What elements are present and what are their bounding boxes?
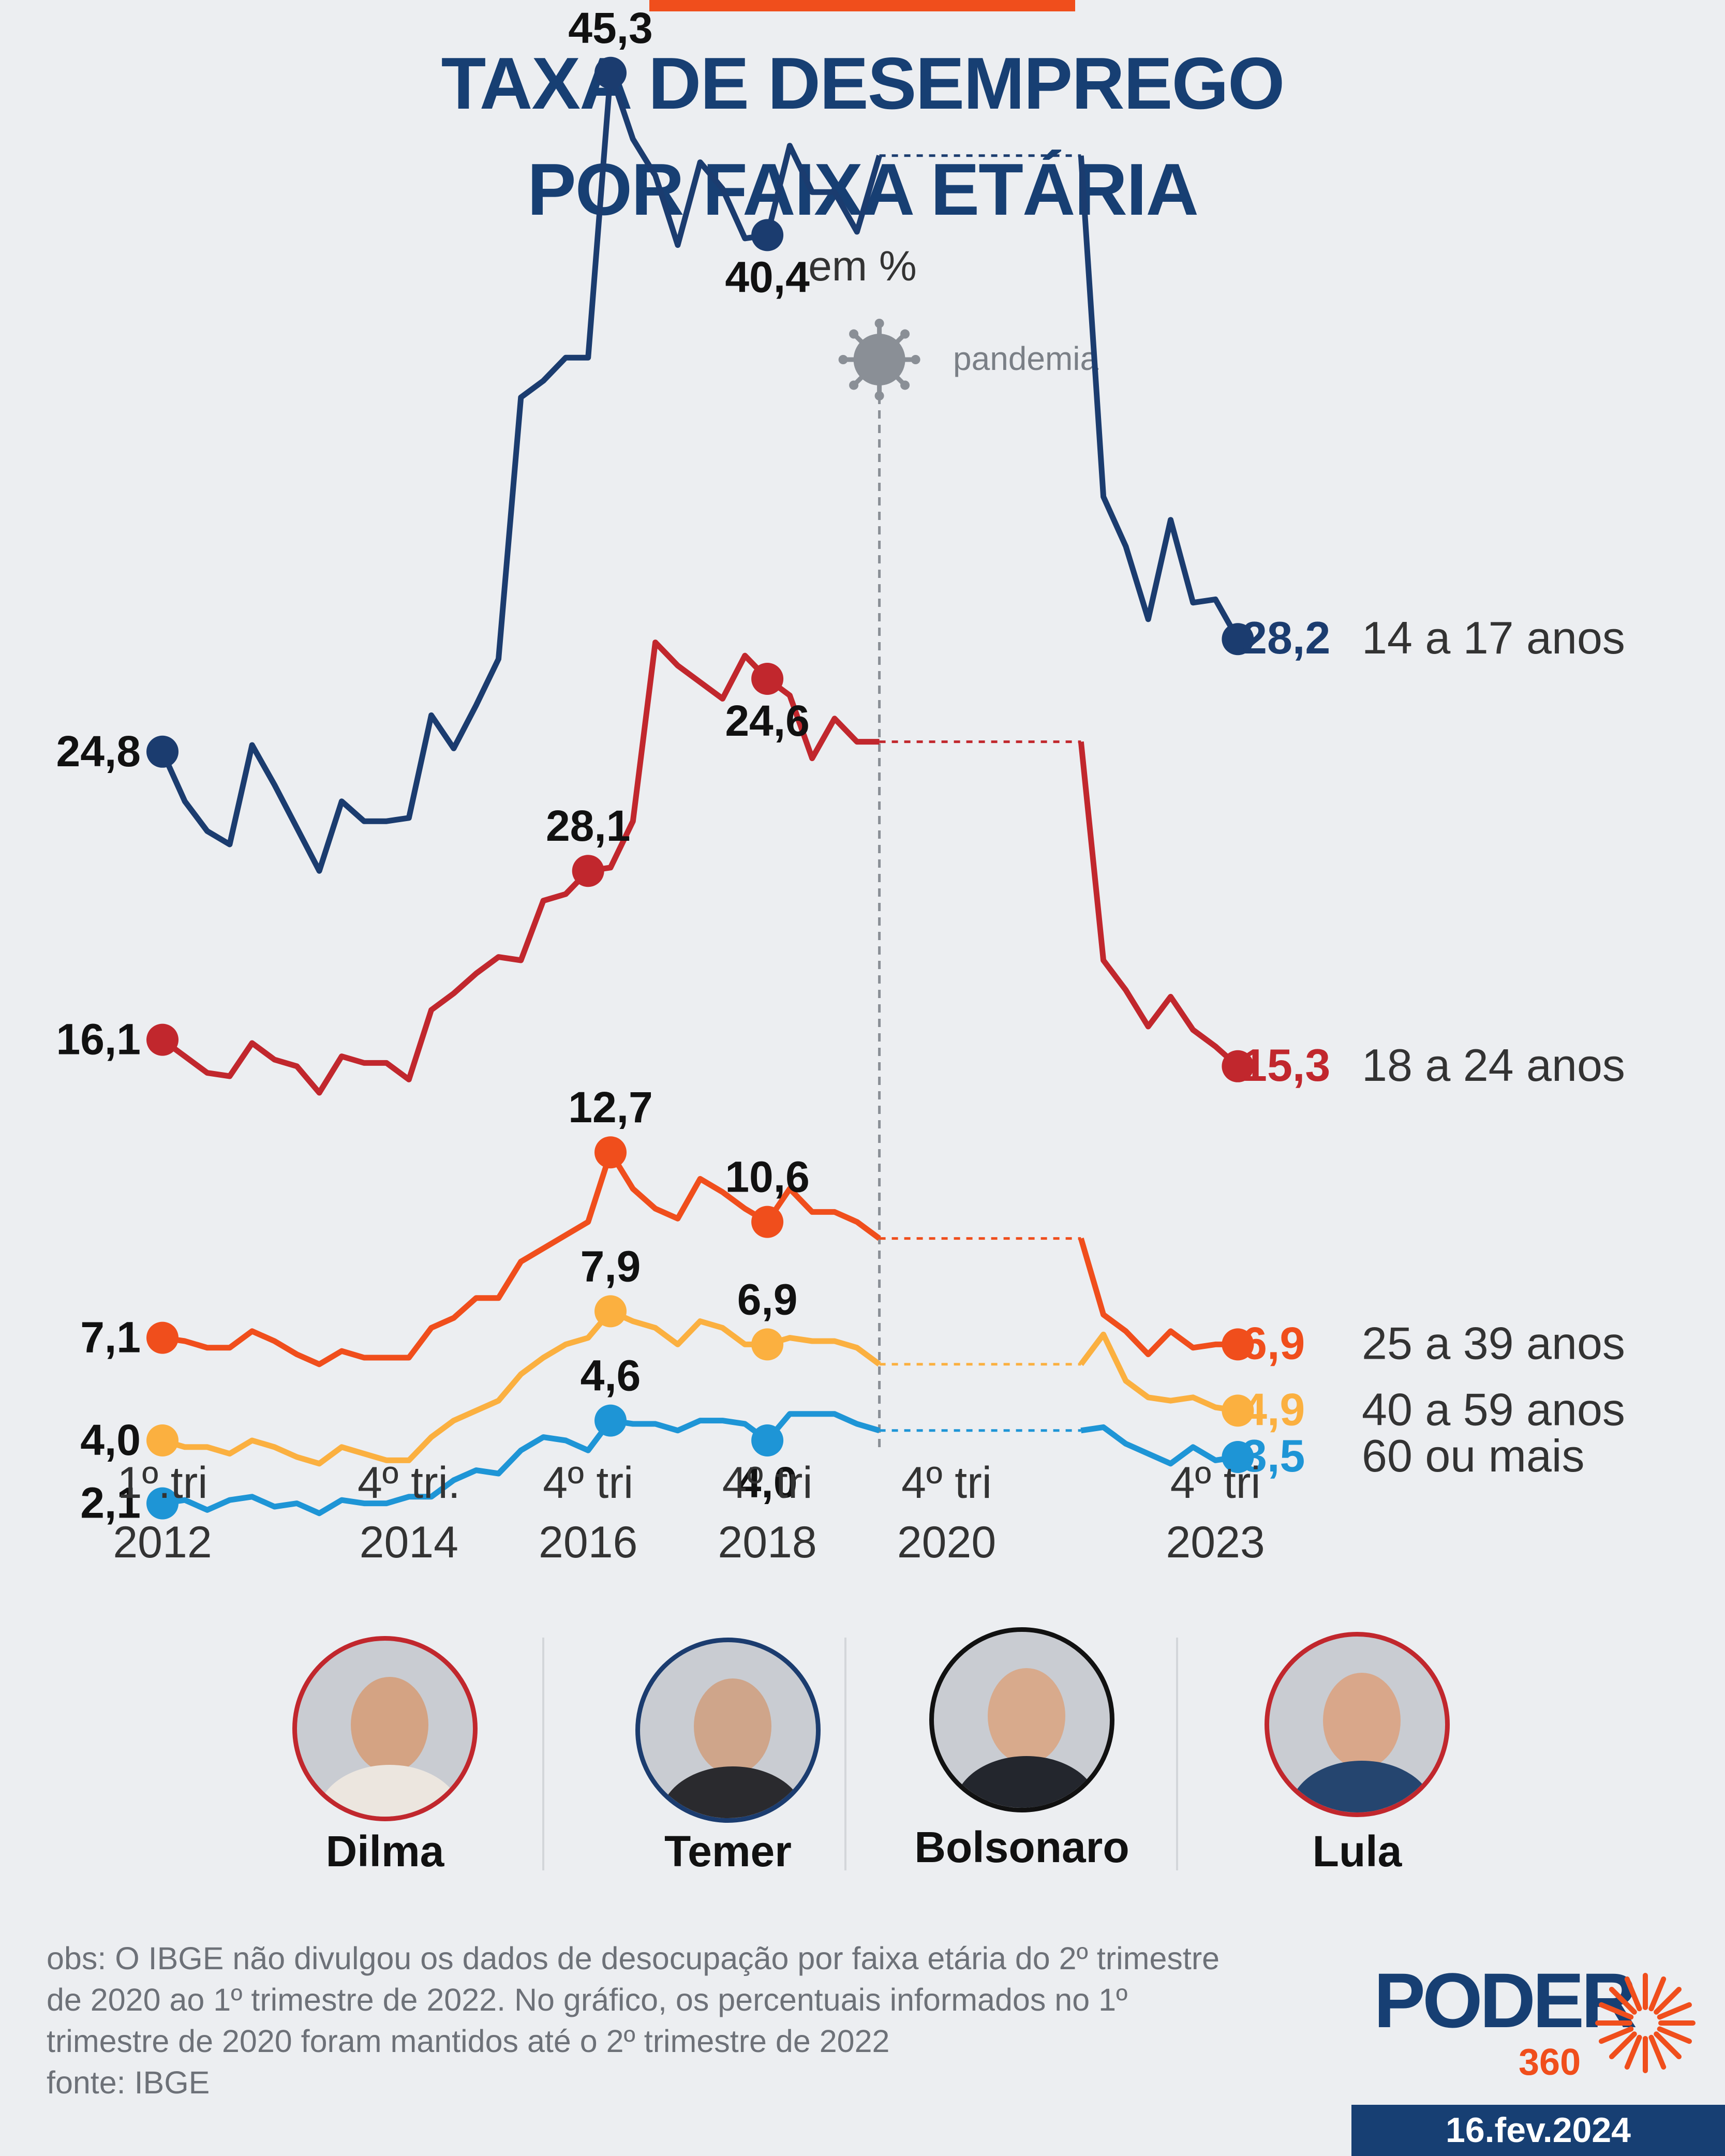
data-label: 16,1 <box>56 1015 141 1064</box>
data-label: 7,1 <box>80 1313 141 1362</box>
dilma-photo <box>292 1636 478 1821</box>
data-point <box>146 735 179 768</box>
data-label: 4,6 <box>581 1351 641 1400</box>
subtitle: em % <box>808 243 917 290</box>
data-point <box>1222 1394 1254 1427</box>
lula-photo <box>1265 1632 1450 1817</box>
dilma-name: Dilma <box>325 1827 444 1876</box>
end-value-label: 6,9 <box>1242 1317 1305 1369</box>
series-line-3 <box>1078 1331 1239 1414</box>
data-label: 2,1 <box>80 1479 141 1527</box>
title-line-1: TAXA DE DESEMPREGO <box>441 42 1285 125</box>
footnote-line: obs: O IBGE não divulgou os dados de des… <box>47 1941 1220 1976</box>
data-point <box>594 1295 627 1328</box>
series-line-1 <box>1078 741 1240 1068</box>
logo-word: PODER <box>1374 1957 1637 2044</box>
data-point <box>146 1023 179 1056</box>
footnote-line: de 2020 ao 1º trimestre de 2022. No gráf… <box>47 1982 1128 2017</box>
data-point <box>751 1328 784 1361</box>
x-tick-label: 4º tri <box>722 1458 813 1508</box>
data-label: 4,0 <box>737 1458 798 1507</box>
temer-photo <box>635 1638 821 1823</box>
data-label: 40,4 <box>725 252 810 301</box>
lula-name: Lula <box>1312 1827 1402 1876</box>
separator <box>542 1638 544 1870</box>
data-point <box>594 1136 627 1169</box>
data-point <box>146 1487 179 1520</box>
footnote-line: trimestre de 2020 foram mantidos até o 2… <box>47 2024 890 2059</box>
bolsonaro-name: Bolsonaro <box>914 1823 1129 1871</box>
data-point <box>594 1404 627 1437</box>
data-label: 7,9 <box>581 1242 641 1290</box>
pandemic-label: pandemia <box>953 340 1099 377</box>
data-point <box>1222 1328 1254 1361</box>
series-name-label: 25 a 39 anos <box>1362 1317 1625 1369</box>
data-label: 24,6 <box>725 696 810 745</box>
separator <box>1176 1638 1178 1870</box>
end-value-label: 3,5 <box>1242 1430 1305 1481</box>
x-tick-label: 1º.tri <box>117 1458 208 1508</box>
temer-name: Temer <box>664 1827 792 1876</box>
end-value-label: 4,9 <box>1242 1384 1305 1435</box>
x-tick-label: 2012 <box>113 1518 212 1567</box>
virus-icon <box>853 334 905 385</box>
data-point <box>751 663 784 695</box>
series-name-label: 14 a 17 anos <box>1362 612 1625 663</box>
x-tick-label: 4º tri <box>543 1458 633 1508</box>
line-chart: pandemia 24,8 45,3 40,4 28,2 14 a 17 anos 16,1… <box>56 4 1625 1567</box>
x-tick-label: 2018 <box>718 1518 816 1567</box>
separator <box>844 1638 846 1870</box>
bolsonaro-photo <box>929 1627 1114 1812</box>
data-label: 28,1 <box>546 801 631 850</box>
date-badge: 16.fev.2024 <box>1351 2105 1725 2156</box>
virus-icon <box>900 329 910 339</box>
virus-icon <box>911 355 920 364</box>
end-value-label: 28,2 <box>1242 612 1330 663</box>
series-name-label: 40 a 59 anos <box>1362 1384 1625 1435</box>
series-name-label: 18 a 24 anos <box>1362 1039 1625 1091</box>
data-point <box>751 1424 784 1456</box>
logo-sun-icon <box>1595 1973 1696 2073</box>
x-tick-label: 2014 <box>360 1518 458 1567</box>
series-line-0 <box>1078 155 1241 641</box>
virus-icon <box>849 380 859 390</box>
virus-icon <box>900 380 910 390</box>
data-point <box>572 855 604 887</box>
data-label: 4,0 <box>80 1416 141 1464</box>
data-point <box>751 219 784 251</box>
virus-icon <box>874 319 884 328</box>
x-tick-label: 2016 <box>539 1518 637 1567</box>
series-line-0 <box>159 70 882 874</box>
virus-icon <box>874 391 884 400</box>
x-tick-label: 4º tri <box>1170 1458 1261 1508</box>
data-label: 6,9 <box>737 1275 798 1324</box>
data-point <box>594 56 627 89</box>
data-point <box>1222 1441 1254 1473</box>
data-point <box>146 1321 179 1354</box>
source-line: fonte: IBGE <box>47 2065 210 2100</box>
data-label: 10,6 <box>725 1153 810 1201</box>
footnote: obs: O IBGE não divulgou os dados de des… <box>47 1938 1392 2103</box>
x-tick-label: 2020 <box>897 1518 996 1567</box>
virus-icon <box>849 329 859 339</box>
end-value-label: 15,3 <box>1242 1039 1330 1091</box>
data-point <box>751 1206 784 1238</box>
data-label: 12,7 <box>568 1083 653 1132</box>
series-name-label: 60 ou mais <box>1362 1430 1584 1481</box>
x-tick-label: 2023 <box>1166 1518 1265 1567</box>
logo-number: 360 <box>1519 2042 1581 2083</box>
x-tick-label: 4º tri <box>901 1458 992 1508</box>
x-tick-label: 4º tri. <box>358 1458 460 1508</box>
data-label: 24,8 <box>56 727 141 776</box>
series-line-4 <box>1080 1424 1239 1467</box>
series-line-2 <box>1078 1238 1238 1358</box>
top-accent-bar <box>649 0 1075 11</box>
virus-icon <box>838 355 848 364</box>
data-point <box>146 1424 179 1456</box>
data-label: 45,3 <box>568 4 653 52</box>
data-point <box>1222 623 1254 656</box>
data-point <box>1222 1050 1254 1082</box>
